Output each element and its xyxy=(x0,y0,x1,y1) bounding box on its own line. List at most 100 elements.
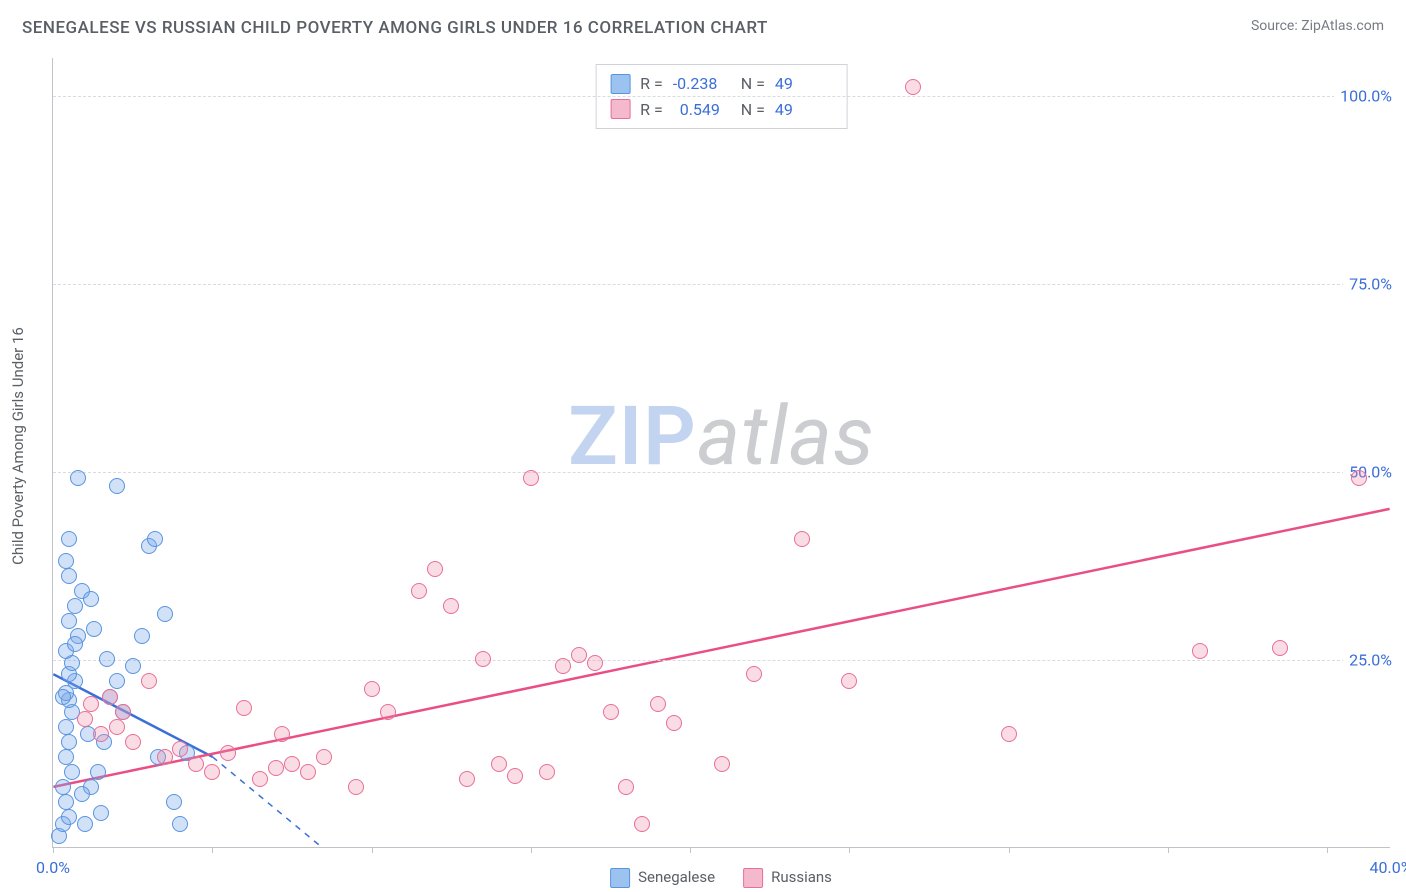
x-tick xyxy=(212,847,213,853)
data-point xyxy=(134,628,150,644)
stats-row-senegalese: R = -0.238 N = 49 xyxy=(610,71,833,97)
data-point xyxy=(905,79,921,95)
data-point xyxy=(77,711,93,727)
data-point xyxy=(90,764,106,780)
x-tick xyxy=(372,847,373,853)
data-point xyxy=(157,606,173,622)
x-tick xyxy=(1327,847,1328,853)
plot-area: ZIPatlas R = -0.238 N = 49 R = 0.549 N =… xyxy=(52,58,1390,848)
data-point xyxy=(411,583,427,599)
data-point xyxy=(252,771,268,787)
chart-container: ZIPatlas R = -0.238 N = 49 R = 0.549 N =… xyxy=(52,58,1390,848)
trend-lines xyxy=(53,58,1390,847)
data-point xyxy=(427,561,443,577)
data-point xyxy=(172,741,188,757)
gridline-h xyxy=(53,660,1390,661)
stats-n-label: N = xyxy=(741,71,765,97)
data-point xyxy=(58,553,74,569)
y-tick-label: 25.0% xyxy=(1343,650,1392,669)
data-point xyxy=(794,531,810,547)
data-point xyxy=(666,715,682,731)
data-point xyxy=(475,651,491,667)
data-point xyxy=(236,700,252,716)
data-point xyxy=(746,666,762,682)
x-tick-label-max: 40.0% xyxy=(1370,858,1406,877)
data-point xyxy=(300,764,316,780)
swatch-senegalese-icon xyxy=(610,74,630,94)
x-tick xyxy=(1168,847,1169,853)
swatch-russians-icon xyxy=(610,99,630,119)
chart-title: SENEGALESE VS RUSSIAN CHILD POVERTY AMON… xyxy=(22,18,768,38)
x-tick xyxy=(849,847,850,853)
data-point xyxy=(650,696,666,712)
data-point xyxy=(83,696,99,712)
data-point xyxy=(93,805,109,821)
stats-r-label: R = xyxy=(640,71,663,97)
data-point xyxy=(555,658,571,674)
data-point xyxy=(507,768,523,784)
watermark: ZIPatlas xyxy=(568,389,875,485)
data-point xyxy=(147,531,163,547)
data-point xyxy=(61,809,77,825)
data-point xyxy=(284,756,300,772)
data-point xyxy=(714,756,730,772)
data-point xyxy=(539,764,555,780)
data-point xyxy=(141,673,157,689)
data-point xyxy=(571,647,587,663)
data-point xyxy=(102,689,118,705)
data-point xyxy=(172,816,188,832)
stats-r-value-senegalese: -0.238 xyxy=(673,71,731,97)
data-point xyxy=(166,794,182,810)
data-point xyxy=(61,613,77,629)
data-point xyxy=(61,568,77,584)
data-point xyxy=(99,651,115,667)
stats-r-label: R = xyxy=(640,97,663,123)
swatch-senegalese-icon xyxy=(610,868,630,888)
data-point xyxy=(188,756,204,772)
data-point xyxy=(67,598,83,614)
source-attribution: Source: ZipAtlas.com xyxy=(1251,18,1384,34)
legend-label-russians: Russians xyxy=(771,868,832,886)
stats-n-label: N = xyxy=(741,97,765,123)
y-axis-label: Child Poverty Among Girls Under 16 xyxy=(9,327,27,565)
gridline-h xyxy=(53,472,1390,473)
data-point xyxy=(115,704,131,720)
data-point xyxy=(443,598,459,614)
data-point xyxy=(67,636,83,652)
data-point xyxy=(83,591,99,607)
data-point xyxy=(64,764,80,780)
stats-n-value-senegalese: 49 xyxy=(775,71,833,97)
data-point xyxy=(70,470,86,486)
data-point xyxy=(634,816,650,832)
data-point xyxy=(603,704,619,720)
data-point xyxy=(55,779,71,795)
data-point xyxy=(58,749,74,765)
legend-item-senegalese: Senegalese xyxy=(610,868,715,888)
swatch-russians-icon xyxy=(743,868,763,888)
data-point xyxy=(380,704,396,720)
gridline-h xyxy=(53,96,1390,97)
data-point xyxy=(204,764,220,780)
gridline-h xyxy=(53,284,1390,285)
data-point xyxy=(61,734,77,750)
data-point xyxy=(220,745,236,761)
y-tick-label: 100.0% xyxy=(1334,86,1392,105)
legend: Senegalese Russians xyxy=(610,868,832,888)
data-point xyxy=(1351,470,1367,486)
x-tick xyxy=(690,847,691,853)
x-tick xyxy=(1009,847,1010,853)
x-tick-label-min: 0.0% xyxy=(36,858,70,877)
data-point xyxy=(274,726,290,742)
y-tick-label: 75.0% xyxy=(1343,274,1392,293)
data-point xyxy=(1001,726,1017,742)
data-point xyxy=(58,719,74,735)
data-point xyxy=(86,621,102,637)
data-point xyxy=(348,779,364,795)
data-point xyxy=(316,749,332,765)
data-point xyxy=(618,779,634,795)
watermark-zip: ZIP xyxy=(568,389,697,485)
x-tick xyxy=(531,847,532,853)
legend-label-senegalese: Senegalese xyxy=(638,868,715,886)
data-point xyxy=(109,719,125,735)
data-point xyxy=(1272,640,1288,656)
